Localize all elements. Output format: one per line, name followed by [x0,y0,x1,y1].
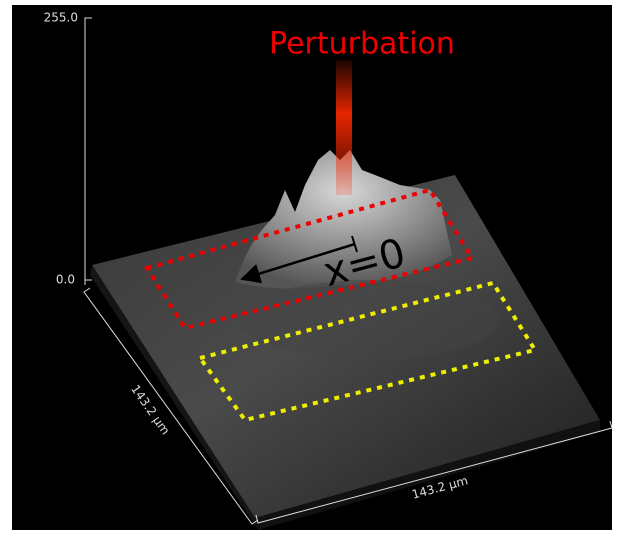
shading [240,280,500,360]
arrow [240,242,356,284]
arrow-tail [351,235,358,253]
perturbation-beam [336,60,352,195]
surface-side [90,265,258,530]
x-axis [255,420,613,524]
perturbation-label: Perturbation [269,27,455,62]
z-min-label: 0.0 [56,273,75,287]
surface-side [255,420,600,530]
y-axis [83,287,259,525]
z-axis [84,17,92,285]
yellow-region [196,280,539,423]
peak [235,150,452,289]
z-max-label: 255.0 [44,11,78,25]
